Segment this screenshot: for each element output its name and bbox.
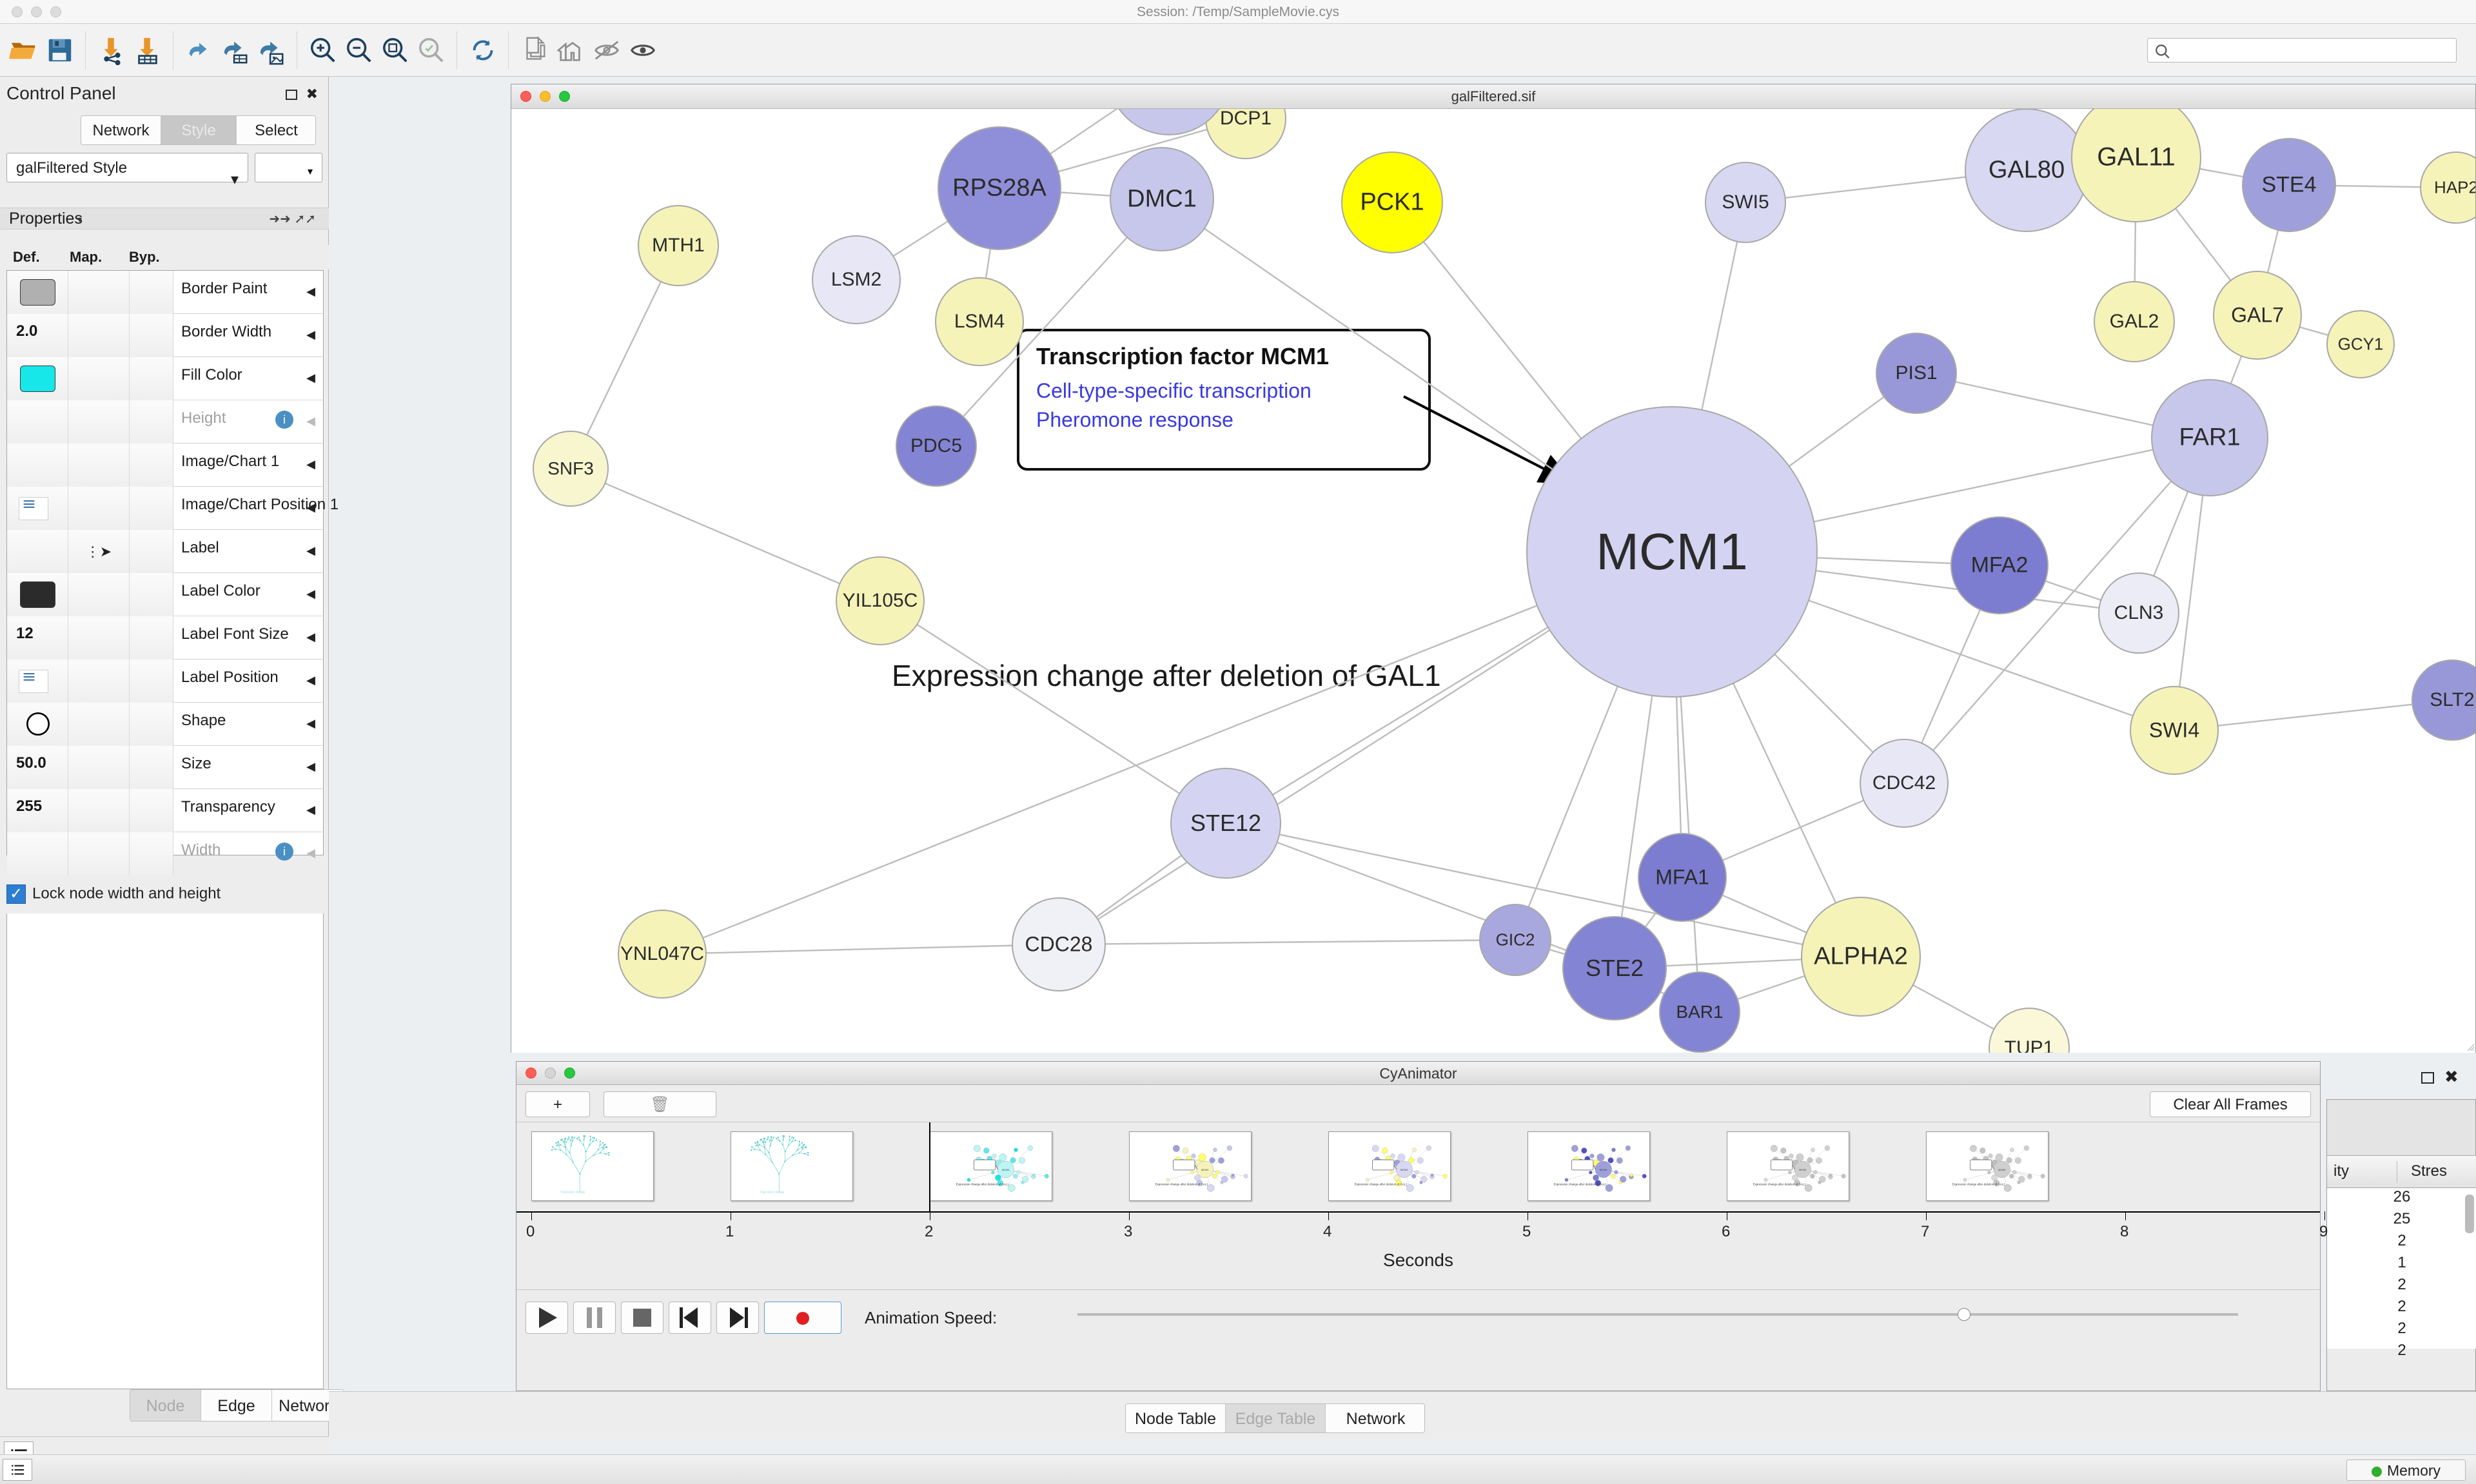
svg-text:MCM1: MCM1 [1799,1168,1807,1171]
svg-text:MCM1: MCM1 [1998,1168,2006,1171]
svg-text:Expression change after deleti: Expression change after deletion of GAL1 [956,1183,1010,1186]
svg-text:Expression change: Expression change [561,1191,585,1194]
svg-text:Expression change after deleti: Expression change after deletion of GAL1 [1355,1183,1408,1186]
svg-text:MCM1: MCM1 [1600,1168,1607,1171]
svg-text:Expression change after deleti: Expression change after deletion of GAL1 [1753,1183,1807,1186]
svg-text:Expression change after deleti: Expression change after deletion of GAL1 [1554,1183,1607,1186]
svg-text:Expression change after deleti: Expression change after deletion of GAL1 [1952,1183,2006,1186]
svg-text:Expression change after deleti: Expression change after deletion of GAL1 [1155,1183,1209,1186]
svg-text:MCM1: MCM1 [1201,1168,1209,1171]
svg-text:MCM1: MCM1 [1400,1168,1408,1171]
svg-text:MCM1: MCM1 [1002,1168,1010,1171]
svg-text:Expression change: Expression change [760,1191,785,1194]
